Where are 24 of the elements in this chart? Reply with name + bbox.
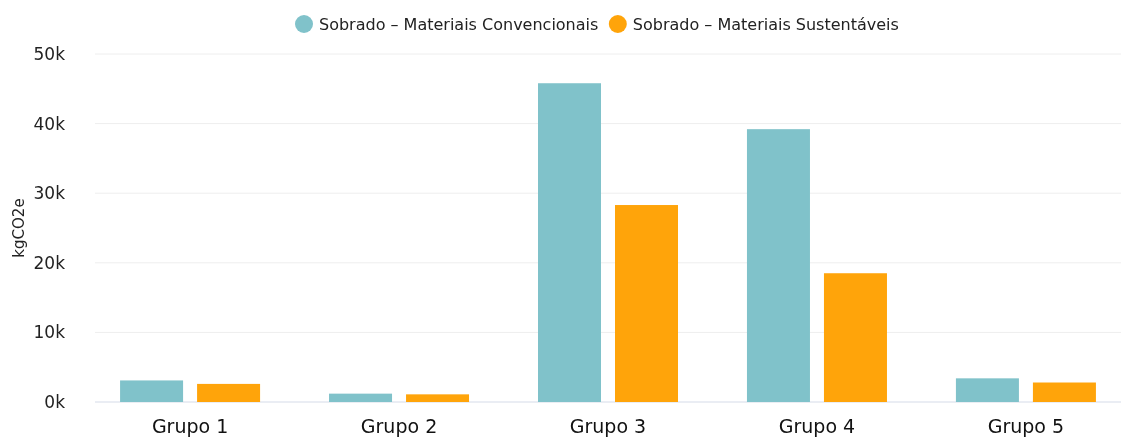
y-tick-label: 50k — [33, 43, 66, 64]
bar — [538, 83, 601, 402]
bar — [823, 273, 887, 402]
x-tick-label: Grupo 3 — [569, 415, 647, 437]
y-axis-title: kgCO2e — [10, 198, 28, 258]
bar — [746, 129, 810, 402]
y-tick-label: 20k — [33, 252, 66, 273]
x-tick-label: Grupo 2 — [360, 415, 438, 437]
bar — [406, 394, 470, 402]
bar — [1032, 382, 1096, 402]
x-tick-label: Grupo 1 — [151, 415, 229, 437]
legend-label: Sobrado – Materiais Sustentáveis — [632, 14, 899, 34]
x-tick-label: Grupo 4 — [778, 415, 856, 437]
y-tick-label: 40k — [33, 113, 66, 134]
bar — [120, 380, 184, 402]
bar — [615, 205, 678, 402]
legend-label: Sobrado – Materiais Convencionais — [319, 14, 599, 34]
bar — [955, 378, 1019, 402]
y-tick-label: 10k — [33, 322, 66, 343]
y-tick-label: 30k — [33, 183, 66, 204]
y-tick-label: 0k — [44, 391, 66, 412]
x-tick-label: Grupo 5 — [987, 415, 1065, 437]
bar — [329, 393, 393, 402]
bar — [197, 383, 261, 402]
